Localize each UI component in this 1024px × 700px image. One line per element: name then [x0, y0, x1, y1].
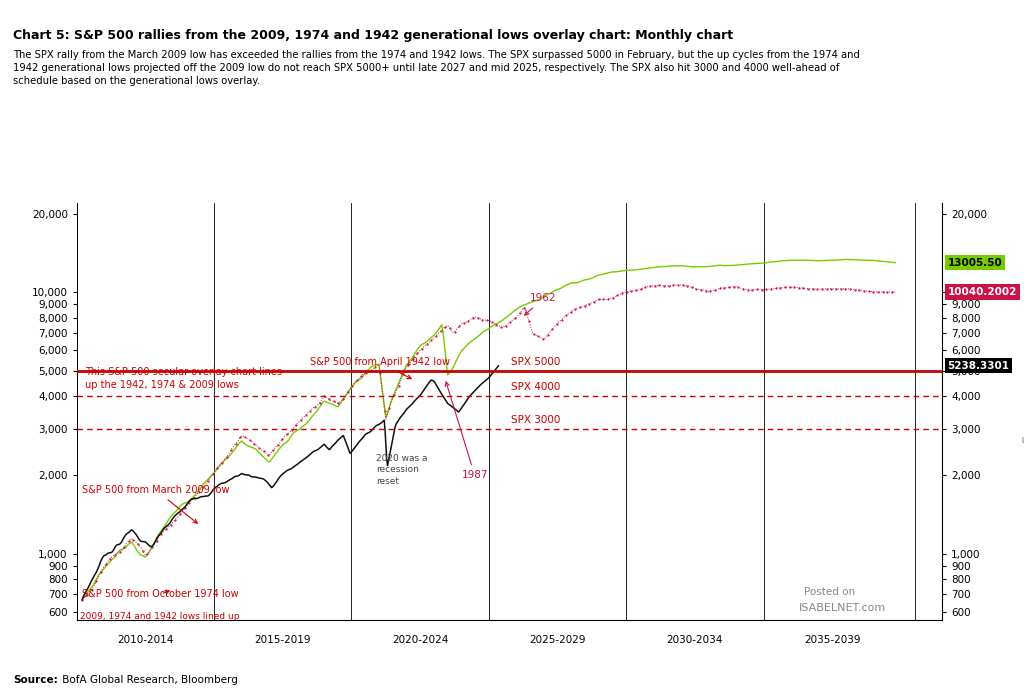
Text: 2030-2034: 2030-2034 — [667, 635, 723, 645]
Text: S&P 500 from March 2009 low: S&P 500 from March 2009 low — [82, 485, 229, 523]
Text: schedule based on the generational lows overlay.: schedule based on the generational lows … — [13, 76, 260, 85]
Text: 10040.2002: 10040.2002 — [947, 287, 1017, 297]
Text: 5238.3301: 5238.3301 — [947, 360, 1010, 371]
Text: 2020-2024: 2020-2024 — [392, 635, 449, 645]
Text: SPX 4000: SPX 4000 — [511, 382, 560, 392]
Text: 2015-2019: 2015-2019 — [255, 635, 311, 645]
Text: Log: Log — [1020, 417, 1024, 447]
Text: Source:: Source: — [13, 675, 58, 685]
Text: BofA Global Research, Bloomberg: BofA Global Research, Bloomberg — [59, 675, 239, 685]
Text: S&P 500 from October 1974 low: S&P 500 from October 1974 low — [82, 589, 239, 599]
Text: 2009, 1974 and 1942 lows lined up: 2009, 1974 and 1942 lows lined up — [80, 612, 239, 621]
Text: 13005.50: 13005.50 — [947, 258, 1002, 267]
Text: 2010-2014: 2010-2014 — [118, 635, 174, 645]
Text: The SPX rally from the March 2009 low has exceeded the rallies from the 1974 and: The SPX rally from the March 2009 low ha… — [13, 50, 860, 60]
Text: Chart 5: S&P 500 rallies from the 2009, 1974 and 1942 generational lows overlay : Chart 5: S&P 500 rallies from the 2009, … — [13, 29, 733, 43]
Text: 1962: 1962 — [524, 293, 556, 315]
Text: ISABELNET.com: ISABELNET.com — [800, 603, 887, 613]
Text: 2025-2029: 2025-2029 — [529, 635, 586, 645]
Text: SPX 3000: SPX 3000 — [511, 415, 560, 426]
Text: 1942 generational lows projected off the 2009 low do not reach SPX 5000+ until l: 1942 generational lows projected off the… — [13, 63, 840, 73]
Text: This S&P 500 secular overlay chart lines
up the 1942, 1974 & 2009 lows: This S&P 500 secular overlay chart lines… — [85, 367, 282, 390]
Text: SPX 5000: SPX 5000 — [511, 357, 560, 367]
Text: 2035-2039: 2035-2039 — [804, 635, 860, 645]
Text: S&P 500 from April 1942 low: S&P 500 from April 1942 low — [310, 358, 451, 379]
Text: 1987: 1987 — [445, 382, 487, 480]
Text: 2020 was a
recession
reset: 2020 was a recession reset — [376, 454, 428, 486]
Text: Posted on: Posted on — [804, 587, 855, 596]
